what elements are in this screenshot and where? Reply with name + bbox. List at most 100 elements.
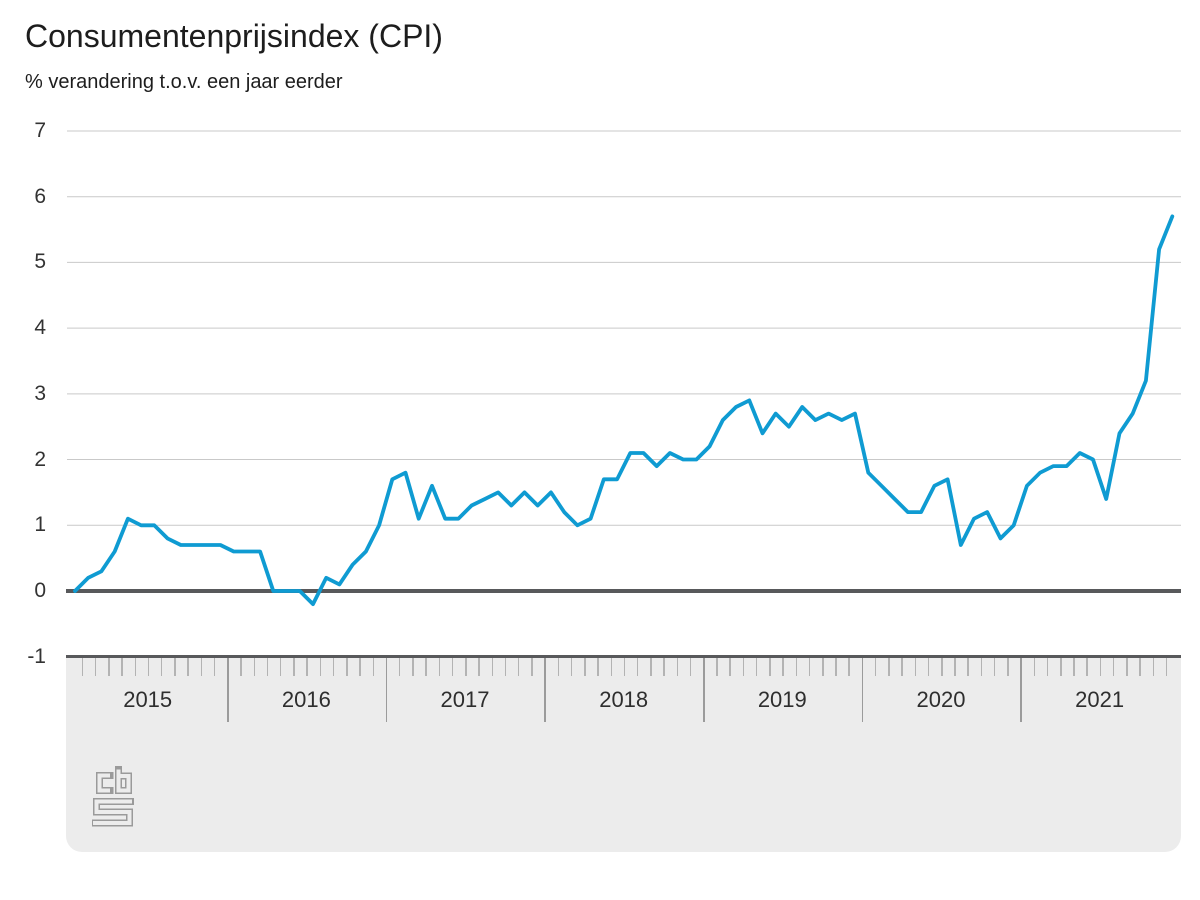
month-tick [1007, 658, 1009, 676]
month-tick [941, 658, 943, 676]
month-tick [729, 658, 731, 676]
y-axis-label: 1 [34, 513, 46, 537]
month-tick [517, 658, 520, 676]
year-label: 2020 [916, 687, 966, 712]
month-tick [451, 658, 454, 676]
cbs-logo-icon [92, 766, 134, 827]
month-tick [478, 658, 480, 676]
y-axis-label: 0 [34, 578, 46, 602]
chart-subtitle: % verandering t.o.v. een jaar eerder [25, 71, 343, 93]
month-tick [174, 658, 176, 676]
year-divider-tick [861, 658, 864, 722]
month-tick [927, 658, 930, 676]
year-label: 2018 [599, 687, 649, 712]
month-tick [187, 658, 189, 676]
month-tick [676, 658, 679, 676]
y-axis-label: 5 [34, 250, 46, 274]
year-label: 2015 [123, 687, 173, 712]
month-tick [465, 658, 467, 676]
month-tick [888, 658, 890, 676]
month-tick [438, 658, 441, 676]
x-axis-band: 2015 2016 2017 2018 2019 2020 2021 [66, 655, 1181, 852]
year-divider-tick [1020, 658, 1022, 722]
month-tick [94, 658, 97, 676]
month-tick [808, 658, 811, 676]
month-tick [650, 658, 652, 676]
cpi-line [73, 214, 1175, 606]
y-axis-label: 6 [34, 184, 46, 208]
month-tick [1165, 658, 1168, 676]
month-tick [954, 658, 956, 676]
year-label: 2019 [757, 687, 807, 712]
year-divider-tick [385, 658, 388, 722]
month-tick [822, 658, 824, 676]
month-tick [531, 658, 533, 676]
month-tick [570, 658, 573, 676]
year-label: 2017 [440, 687, 490, 712]
month-tick [200, 658, 203, 676]
month-tick [980, 658, 983, 676]
month-tick [914, 658, 916, 676]
y-axis-label: 4 [34, 316, 46, 340]
month-tick [425, 658, 427, 676]
month-tick [967, 658, 969, 676]
cbs-logo-stroke-inner [116, 769, 131, 793]
month-tick [332, 658, 335, 676]
year-label: 2021 [1075, 687, 1125, 712]
year-label: 2016 [281, 687, 331, 712]
month-tick [319, 658, 322, 676]
month-tick [901, 658, 903, 676]
month-tick [253, 658, 255, 676]
month-tick [412, 658, 414, 676]
month-tick [1126, 658, 1128, 676]
year-divider-tick [703, 658, 705, 722]
month-tick [213, 658, 216, 676]
month-tick [1073, 658, 1075, 676]
month-tick [623, 658, 626, 676]
month-tick [293, 658, 295, 676]
y-axis-label: 7 [34, 119, 46, 142]
month-tick [108, 658, 110, 676]
month-tick [121, 658, 123, 676]
month-tick [359, 658, 361, 676]
month-tick [689, 658, 692, 676]
chart-title: Consumentenprijsindex (CPI) [25, 18, 443, 54]
month-tick [279, 658, 282, 676]
month-tick [663, 658, 665, 676]
month-tick [491, 658, 493, 676]
month-tick [1112, 658, 1115, 676]
year-divider-tick [227, 658, 229, 722]
month-tick [716, 658, 718, 676]
month-tick [1046, 658, 1049, 676]
y-axis-label: 3 [34, 381, 46, 405]
month-tick [795, 658, 797, 676]
month-tick [504, 658, 507, 676]
y-axis-label: -1 [27, 644, 46, 668]
month-tick [1086, 658, 1088, 676]
month-tick [835, 658, 837, 676]
month-tick [266, 658, 269, 676]
month-tick [160, 658, 163, 676]
month-tick [147, 658, 150, 676]
month-tick [636, 658, 639, 676]
month-tick [742, 658, 745, 676]
cbs-logo-stroke-inner [93, 799, 132, 825]
month-tick [848, 658, 850, 676]
month-tick [993, 658, 996, 676]
month-tick [755, 658, 758, 676]
month-tick [134, 658, 136, 676]
month-tick [584, 658, 586, 676]
month-tick [398, 658, 401, 676]
month-tick [597, 658, 599, 676]
month-tick [346, 658, 348, 676]
month-tick [1099, 658, 1102, 676]
year-divider-tick [544, 658, 546, 722]
month-tick [1033, 658, 1035, 676]
month-tick [610, 658, 612, 676]
month-tick [557, 658, 560, 676]
month-tick [1139, 658, 1141, 676]
month-tick [1152, 658, 1154, 676]
month-tick [769, 658, 771, 676]
